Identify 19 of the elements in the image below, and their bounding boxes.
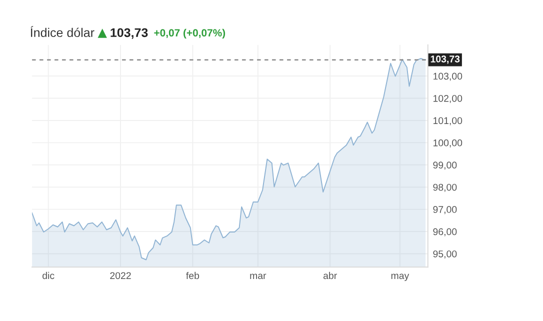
x-tick-label: feb bbox=[186, 272, 200, 280]
x-tick-label: mar bbox=[250, 274, 266, 280]
ref-line-label: 103,73 bbox=[430, 56, 460, 64]
y-tick-label: 95,00 bbox=[433, 250, 457, 259]
text: +0,07 (+0,07%) bbox=[154, 28, 226, 39]
x-tick-label: abr bbox=[323, 272, 337, 280]
y-tick-label: 97,00 bbox=[433, 206, 457, 214]
x-tick-label: 2022 bbox=[110, 272, 131, 280]
x-tick-label: dic bbox=[42, 272, 54, 280]
y-tick-label: 101,00 bbox=[433, 117, 462, 126]
text: 103,73 bbox=[110, 28, 148, 39]
y-tick-label: 100,00 bbox=[433, 139, 462, 148]
y-tick-label: 103,00 bbox=[433, 72, 462, 81]
y-tick-label: 96,00 bbox=[433, 228, 457, 236]
x-tick-label: may bbox=[391, 274, 410, 281]
chart-title: Índice dólar bbox=[30, 26, 94, 38]
y-tick-label: 102,00 bbox=[433, 94, 462, 104]
y-tick-label: 99,00 bbox=[433, 162, 457, 170]
y-tick-label: 98,00 bbox=[433, 184, 457, 192]
